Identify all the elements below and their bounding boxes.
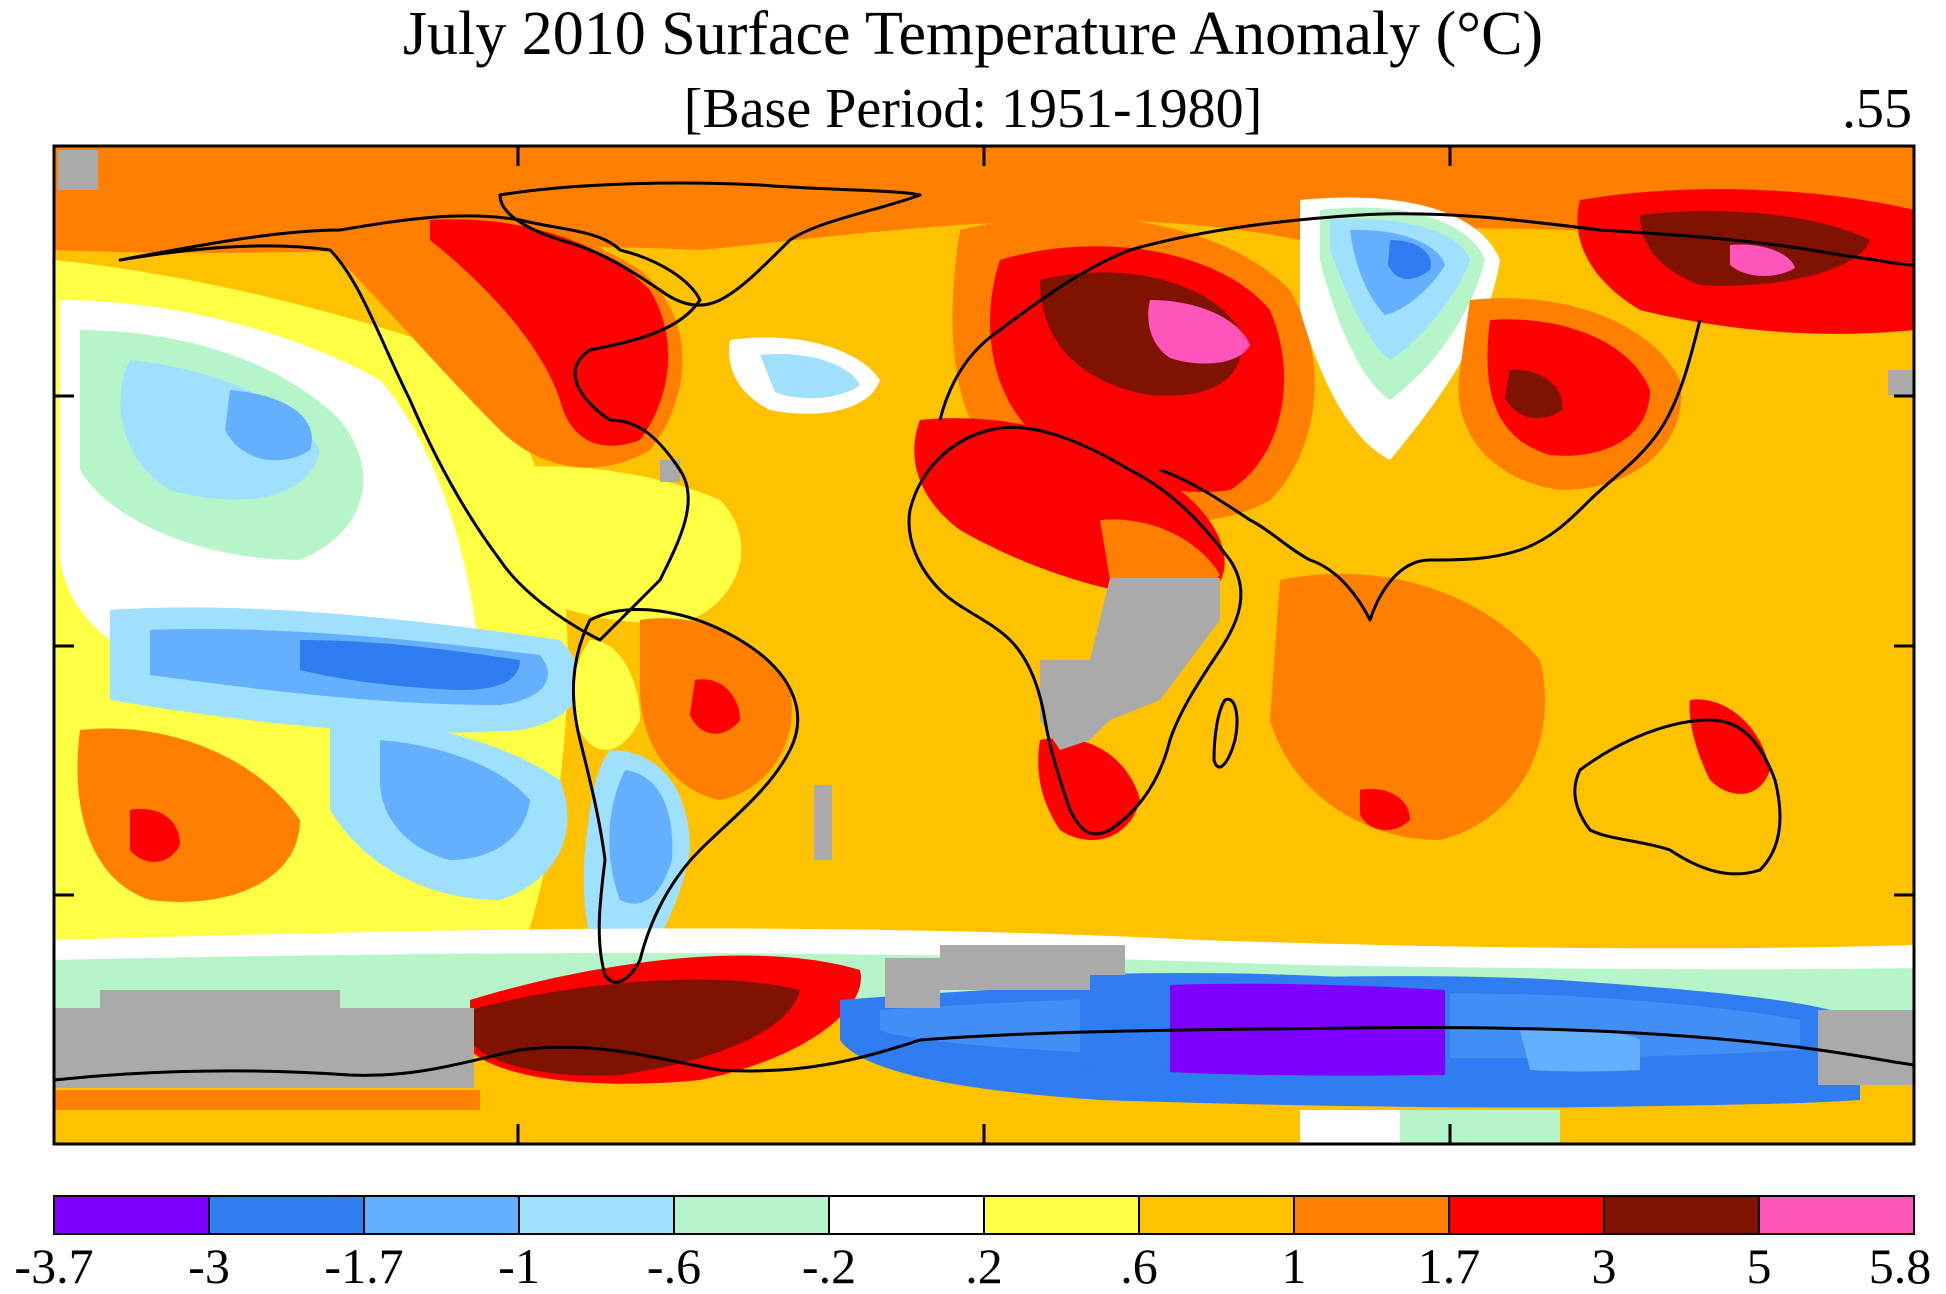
madagascar-outline <box>1212 697 1239 769</box>
legend-swatch <box>518 1195 675 1235</box>
australia-outline <box>1573 718 1782 876</box>
legend-swatch <box>1448 1195 1605 1235</box>
anomaly-field <box>54 146 1914 1144</box>
coastlines <box>54 181 1914 1082</box>
greenland-outline <box>498 181 922 307</box>
map-title: July 2010 Surface Temperature Anomaly (°… <box>402 0 1544 68</box>
global-mean-anomaly: .55 <box>1842 78 1912 140</box>
legend-tick-label: -.2 <box>801 1238 857 1294</box>
base-period-subtitle: [Base Period: 1951-1980] <box>683 78 1263 140</box>
legend-tick-label: 5 <box>1746 1238 1772 1294</box>
color-legend <box>53 1195 1915 1235</box>
africa-europe-outline <box>907 425 1243 836</box>
north-america-outline <box>118 214 702 642</box>
legend-tick-label: -1.7 <box>324 1238 404 1294</box>
legend-swatch <box>1758 1195 1915 1235</box>
legend-tick-label: 5.8 <box>1868 1238 1932 1294</box>
legend-tick-label: -3 <box>188 1238 230 1294</box>
legend-swatch <box>363 1195 520 1235</box>
legend-tick-label: 1 <box>1281 1238 1307 1294</box>
eurasia-outline <box>938 212 1914 622</box>
legend-tick-label: 1.7 <box>1417 1238 1481 1294</box>
legend-tick-label: .6 <box>1120 1238 1158 1294</box>
anomaly-regions <box>54 146 1914 1144</box>
legend-swatch <box>53 1195 210 1235</box>
legend-swatch <box>1603 1195 1760 1235</box>
legend-tick-label: -3.7 <box>14 1238 94 1294</box>
legend-tick-label: -1 <box>498 1238 540 1294</box>
legend-swatch <box>208 1195 365 1235</box>
legend-swatch <box>1138 1195 1295 1235</box>
antarctica-outline <box>54 1026 1914 1082</box>
legend-swatch <box>1293 1195 1450 1235</box>
map-ticks <box>54 146 1914 1144</box>
legend-tick-label: .2 <box>965 1238 1003 1294</box>
legend-swatch <box>983 1195 1140 1235</box>
legend-tick-label: -.6 <box>646 1238 702 1294</box>
legend-swatch <box>673 1195 830 1235</box>
legend-tick-label: 3 <box>1591 1238 1617 1294</box>
legend-swatch <box>828 1195 985 1235</box>
south-america-outline <box>571 608 800 984</box>
